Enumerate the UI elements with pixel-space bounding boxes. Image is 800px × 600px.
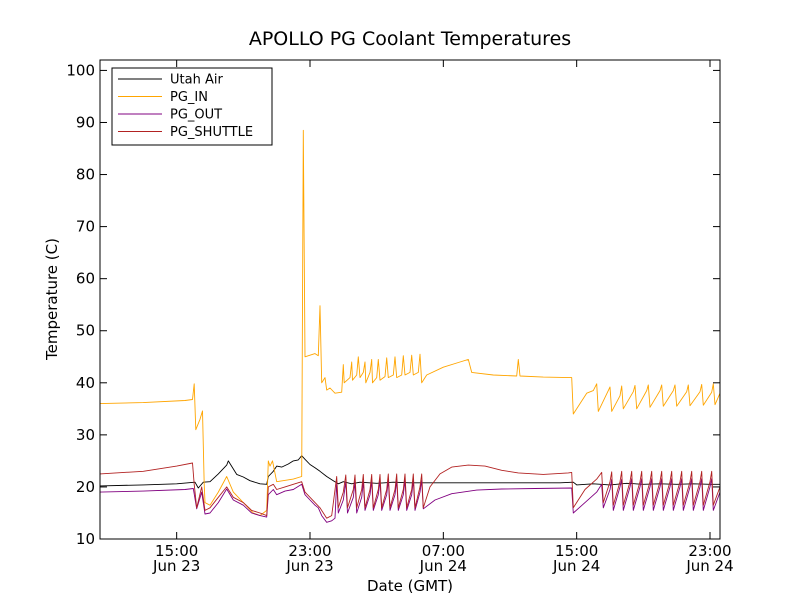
series-line-pg-out	[99, 478, 721, 523]
x-tick-label-time: 07:00	[422, 542, 465, 560]
x-axis-label: Date (GMT)	[367, 577, 453, 595]
x-tick-label-time: 15:00	[555, 542, 598, 560]
y-tick-label: 80	[76, 166, 95, 184]
legend-label: PG_OUT	[170, 108, 222, 123]
y-tick-label: 10	[76, 530, 95, 548]
legend-label: Utah Air	[170, 73, 223, 88]
legend: Utah Air PG_IN PG_OUT PG_SHUTTLE	[111, 67, 273, 146]
series-line-pg-shuttle	[99, 462, 721, 519]
series-layer	[99, 129, 721, 523]
y-tick-label: 100	[66, 61, 95, 79]
x-tick-label-time: 23:00	[688, 542, 731, 560]
chart-title: APOLLO PG Coolant Temperatures	[249, 28, 571, 50]
x-tick-label-date: Jun 24	[419, 557, 467, 575]
y-tick-label: 60	[76, 270, 95, 288]
x-tick-label-time: 23:00	[288, 542, 331, 560]
legend-label: PG_SHUTTLE	[170, 125, 253, 140]
legend-box	[111, 67, 273, 146]
y-tick-label: 20	[76, 478, 95, 496]
x-tick-label-time: 15:00	[155, 542, 198, 560]
x-tick-label-date: Jun 23	[285, 557, 333, 575]
y-tick-label: 70	[76, 218, 95, 236]
x-tick-label-date: Jun 24	[685, 557, 733, 575]
y-tick-label: 30	[76, 426, 95, 444]
legend-label: PG_IN	[170, 90, 208, 105]
y-tick-label: 90	[76, 113, 95, 131]
x-tick-label-date: Jun 23	[152, 557, 200, 575]
y-tick-label: 50	[76, 322, 95, 340]
series-line-utah-air	[99, 455, 720, 489]
x-tick-label-date: Jun 24	[552, 557, 600, 575]
y-axis-label: Temperature (C)	[43, 238, 61, 361]
y-tick-label: 40	[76, 374, 95, 392]
legend-entries: Utah Air PG_IN PG_OUT PG_SHUTTLE	[118, 73, 253, 140]
series-line-pg-in	[99, 129, 721, 517]
plot-frame	[99, 59, 721, 540]
